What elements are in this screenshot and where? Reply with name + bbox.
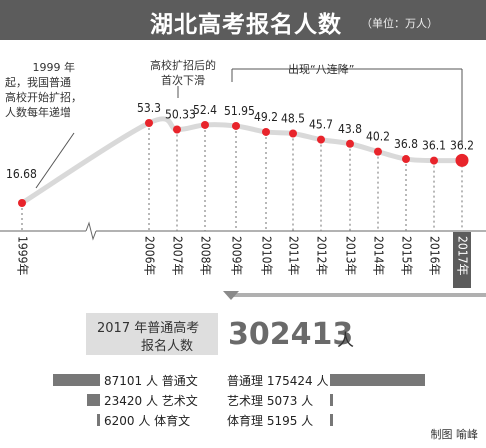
data-label: 36.8 <box>394 137 418 151</box>
x-tick-label: 1999年 <box>16 236 30 275</box>
left-label: 23420 人 艺术文 <box>104 394 198 408</box>
data-label: 36.2 <box>450 138 474 152</box>
trend-line <box>19 116 465 206</box>
total-applicants: 302413 <box>228 317 354 352</box>
x-tick-label: 2015年 <box>400 236 414 275</box>
data-label: 51.95 <box>224 104 255 118</box>
left-bar <box>53 374 100 386</box>
data-label: 53.3 <box>137 101 161 115</box>
right-bar <box>330 414 333 426</box>
data-point <box>374 147 382 156</box>
start-note-line: 人数每年递增 <box>5 106 71 119</box>
data-label: 49.2 <box>254 110 278 124</box>
stat-label-line1: 2017 年普通高考 <box>97 321 200 336</box>
data-label: 52.4 <box>193 103 217 117</box>
data-point <box>262 127 270 136</box>
start-pointer <box>35 132 75 189</box>
data-label: 48.5 <box>281 111 305 125</box>
x-tick-label: 2017年 <box>456 236 470 275</box>
stat-label-box <box>86 313 218 355</box>
x-tick-label: 2016年 <box>428 236 442 275</box>
tick-highlight <box>453 232 471 288</box>
right-bar <box>330 394 333 406</box>
data-point <box>430 156 438 165</box>
data-label: 45.7 <box>309 118 333 132</box>
start-note-line: 1999 年 <box>32 61 76 74</box>
total-unit: 人 <box>337 331 354 351</box>
decline-note: 出现“八连降” <box>288 63 355 76</box>
data-label: 36.1 <box>422 139 446 153</box>
x-tick-label: 2012年 <box>315 236 329 275</box>
x-tick-label: 2011年 <box>287 236 301 275</box>
x-tick-label: 2009年 <box>230 236 244 275</box>
data-point <box>289 129 297 138</box>
start-note-line: 起，我国普通 <box>5 76 71 89</box>
start-note-line: 高校开始扩招， <box>5 91 82 104</box>
data-label: 50.33 <box>165 107 196 121</box>
left-label: 6200 人 体育文 <box>104 414 191 428</box>
data-label: 43.8 <box>338 122 362 136</box>
right-label: 普通理 175424 人 <box>227 374 329 388</box>
data-label: 40.2 <box>366 130 390 144</box>
divider-arrow <box>223 291 239 300</box>
title-bar <box>0 0 486 40</box>
credit: 制图 喻峰 <box>430 428 479 441</box>
x-tick-label: 2007年 <box>171 236 185 275</box>
data-point <box>346 139 354 148</box>
peak-note-line: 首次下滑 <box>161 74 205 87</box>
data-point <box>402 155 410 164</box>
right-label: 艺术理 5073 人 <box>227 394 314 408</box>
data-point <box>232 121 240 130</box>
data-point <box>173 125 181 134</box>
data-point <box>18 199 26 207</box>
right-bar <box>330 374 425 386</box>
left-label: 87101 人 普通文 <box>104 374 198 388</box>
data-point <box>317 135 325 144</box>
left-bar <box>87 394 100 406</box>
start-note: 1999 年 起，我国普通 高校开始扩招， 人数每年递增 <box>5 60 82 120</box>
chart-title: 湖北高考报名人数 <box>150 11 342 38</box>
x-tick-label: 2010年 <box>260 236 274 275</box>
left-bar <box>97 414 100 426</box>
axis-break-icon <box>85 221 97 241</box>
x-tick-label: 2006年 <box>143 236 157 275</box>
x-tick-label: 2008年 <box>199 236 213 275</box>
stat-label-line2: 报名人数 <box>141 339 194 354</box>
x-tick-label: 2013年 <box>344 236 358 275</box>
x-tick-label: 2014年 <box>372 236 386 275</box>
right-label: 体育理 5195 人 <box>227 414 314 428</box>
data-point <box>455 153 469 167</box>
data-point <box>201 120 209 129</box>
data-point <box>145 119 153 127</box>
unit-note: （单位：万人） <box>361 17 438 30</box>
peak-note: 高校扩招后的 首次下滑 <box>138 58 228 88</box>
data-label: 16.68 <box>6 167 37 181</box>
peak-note-line: 高校扩招后的 <box>150 59 216 72</box>
